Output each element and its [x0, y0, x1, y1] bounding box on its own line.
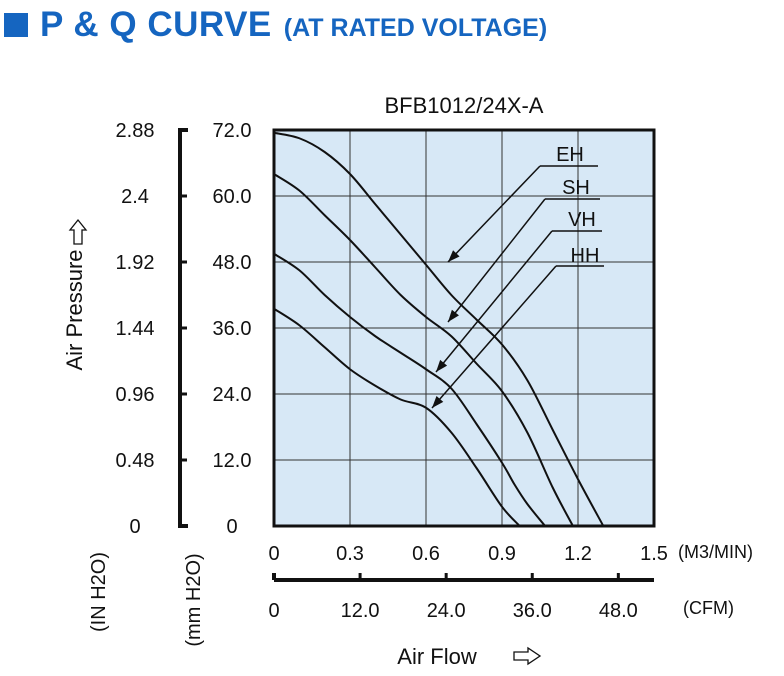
y-axis-label: Air Pressure — [62, 249, 87, 370]
y-tick-label: 48.0 — [213, 252, 252, 274]
series-label-vh: VH — [568, 209, 596, 231]
series-arrow-icon — [436, 359, 448, 372]
x-tick-label: 0.6 — [412, 543, 440, 565]
page-header: P & Q CURVE (AT RATED VOLTAGE) — [4, 0, 547, 50]
y-tick-label-secondary: 0 — [129, 516, 140, 538]
series-leader-line — [447, 198, 546, 323]
curve-eh — [273, 131, 605, 527]
series-arrow-icon — [448, 250, 460, 262]
y-tick-label-secondary: 1.44 — [116, 318, 155, 340]
y-tick-label-secondary: 0.96 — [116, 384, 155, 406]
plot-frame — [272, 128, 656, 528]
x-tick-label: 1.5 — [640, 543, 668, 565]
x-axis-arrow-icon — [513, 646, 542, 666]
y-axis-label-group: Air Pressure — [62, 249, 87, 370]
x-tick-label-secondary: 36.0 — [513, 600, 552, 622]
y-tick-label: 60.0 — [213, 186, 252, 208]
x-tick-label-secondary: 48.0 — [599, 600, 638, 622]
x-tick-label-secondary: 24.0 — [427, 600, 466, 622]
chart-title: BFB1012/24X-A — [385, 93, 544, 118]
page-subtitle: (AT RATED VOLTAGE) — [283, 13, 548, 42]
y-unit-secondary-group: (IN H2O) — [88, 552, 110, 632]
series-leader-line — [431, 265, 557, 409]
curve-hh — [273, 307, 521, 527]
y-tick-label-secondary: 2.4 — [121, 186, 149, 208]
y-axis-arrow-icon — [68, 218, 88, 245]
y-tick-label: 36.0 — [213, 318, 252, 340]
series-curves: EH SH VH HH — [273, 131, 605, 527]
x-unit: (M3/MIN) — [678, 542, 753, 562]
x-tick-label: 0.9 — [488, 543, 516, 565]
series-arrow-icon — [448, 309, 459, 322]
series-leader-line — [447, 165, 541, 263]
curve-vh — [273, 252, 546, 527]
y-tick-label-secondary: 2.88 — [116, 120, 155, 142]
x-tick-label: 0 — [268, 543, 279, 565]
series-leader-line — [435, 230, 553, 373]
x-axis-label: Air Flow — [397, 644, 477, 669]
axes: 0 12.0 24.0 36.0 48.0 60.0 72.0 0 0.48 0.96 1.44 1.… — [116, 120, 668, 622]
y-unit-secondary: (IN H2O) — [88, 552, 110, 632]
series-label-sh: SH — [562, 177, 590, 199]
grid — [274, 130, 654, 526]
series-label-hh: HH — [571, 245, 600, 267]
y-unit: (mm H2O) — [183, 553, 205, 646]
y-tick-label-secondary: 1.92 — [116, 252, 155, 274]
y-tick-label: 24.0 — [213, 384, 252, 406]
series-arrow-icon — [432, 396, 444, 408]
x-tick-label: 1.2 — [564, 543, 592, 565]
x-tick-label: 0.3 — [336, 543, 364, 565]
curve-sh — [273, 173, 574, 527]
y-unit-group: (mm H2O) — [183, 553, 205, 646]
page-title: P & Q CURVE — [40, 5, 272, 44]
y-tick-label: 72.0 — [213, 120, 252, 142]
y-tick-label-secondary: 0.48 — [116, 450, 155, 472]
x-unit-secondary: (CFM) — [683, 598, 734, 618]
series-label-eh: EH — [556, 144, 584, 166]
x-tick-label-secondary: 12.0 — [341, 600, 380, 622]
x-tick-label-secondary: 0 — [268, 600, 279, 622]
title-square-icon — [4, 13, 28, 37]
y-tick-label: 0 — [226, 516, 237, 538]
y-tick-label: 12.0 — [213, 450, 252, 472]
